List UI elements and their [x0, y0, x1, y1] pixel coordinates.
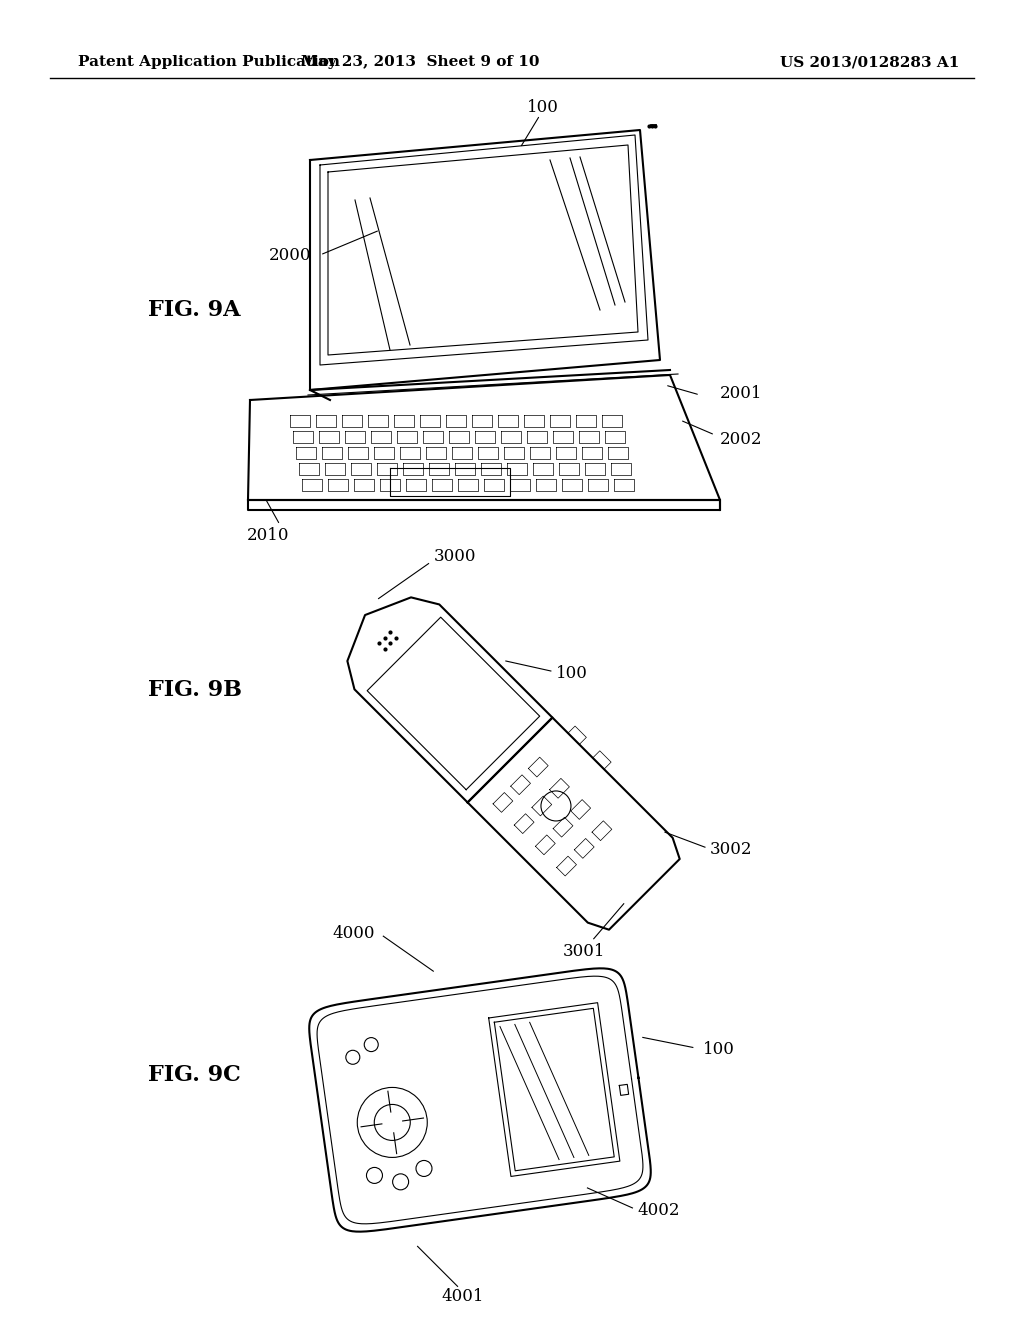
Text: FIG. 9A: FIG. 9A	[148, 300, 241, 321]
Text: 3002: 3002	[710, 841, 753, 858]
Text: 100: 100	[556, 664, 588, 681]
Text: 3000: 3000	[433, 548, 476, 565]
Text: 2002: 2002	[720, 432, 763, 449]
Text: 2010: 2010	[247, 527, 289, 544]
Text: FIG. 9C: FIG. 9C	[148, 1064, 241, 1086]
Text: 100: 100	[527, 99, 559, 116]
Text: May 23, 2013  Sheet 9 of 10: May 23, 2013 Sheet 9 of 10	[301, 55, 540, 69]
Text: 4001: 4001	[441, 1288, 483, 1305]
Text: 2000: 2000	[268, 247, 311, 264]
Text: 2001: 2001	[720, 384, 763, 401]
Text: US 2013/0128283 A1: US 2013/0128283 A1	[780, 55, 959, 69]
Text: 4000: 4000	[332, 925, 375, 941]
Text: 4002: 4002	[638, 1203, 680, 1220]
Text: Patent Application Publication: Patent Application Publication	[78, 55, 340, 69]
Text: 3001: 3001	[562, 944, 605, 960]
Text: FIG. 9B: FIG. 9B	[148, 678, 242, 701]
Text: 100: 100	[702, 1041, 734, 1057]
